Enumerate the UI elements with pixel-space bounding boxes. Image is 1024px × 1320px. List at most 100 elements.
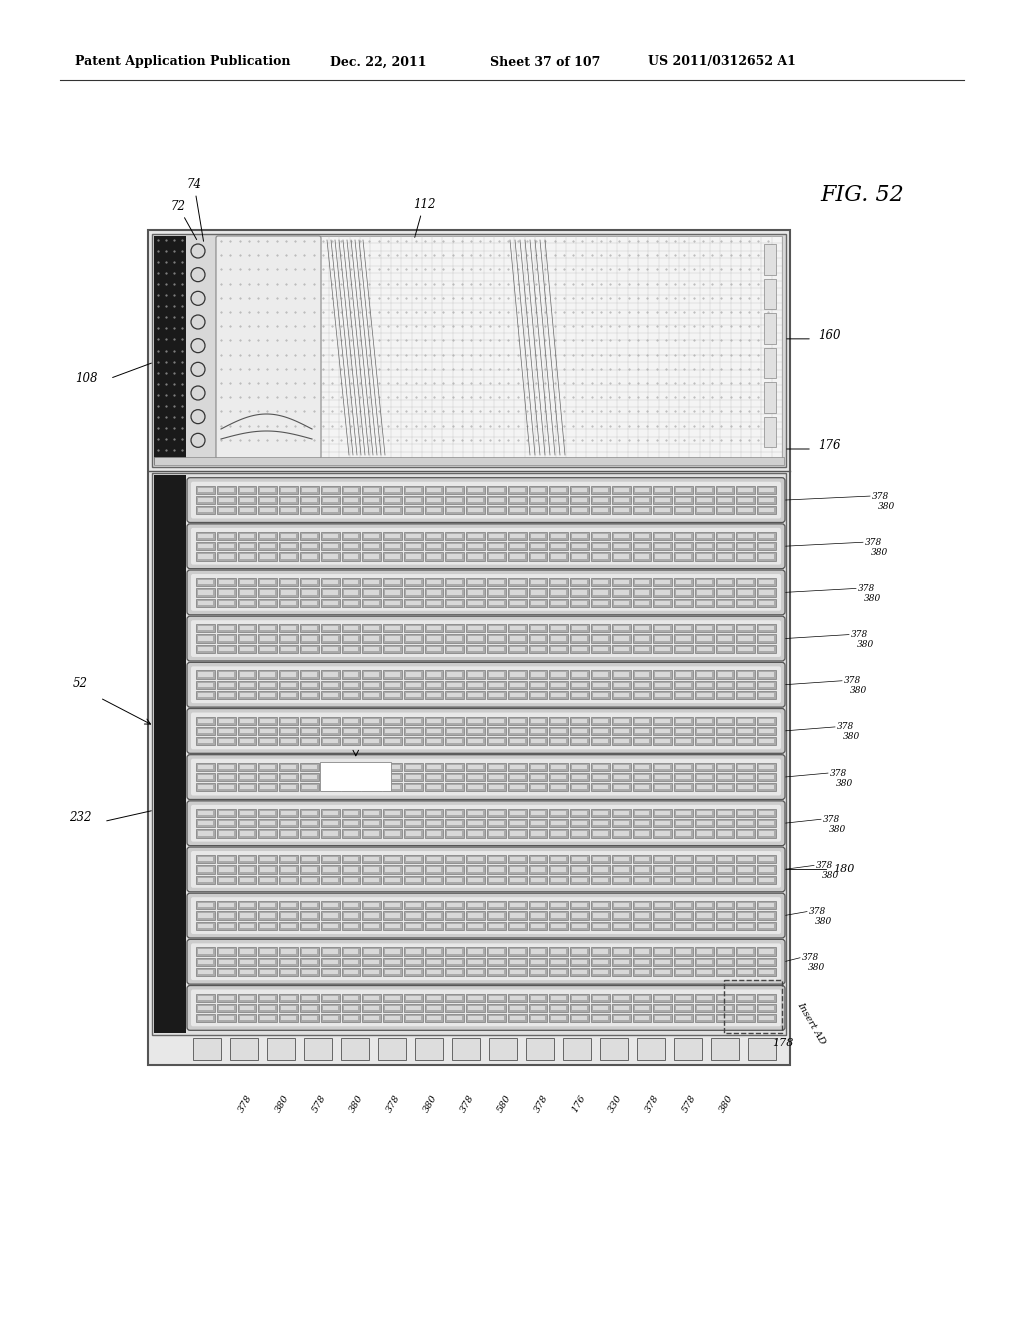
Bar <box>466 866 485 874</box>
Bar <box>427 729 441 733</box>
Bar <box>415 1038 443 1060</box>
Bar <box>198 810 213 816</box>
Bar <box>280 820 298 828</box>
Bar <box>611 968 631 977</box>
Bar <box>217 994 236 1002</box>
Bar <box>528 635 548 643</box>
Text: Insert AD: Insert AD <box>795 1001 826 1045</box>
Bar <box>489 533 504 539</box>
Bar <box>676 960 691 964</box>
Bar <box>427 672 441 677</box>
Bar <box>323 544 338 548</box>
Bar <box>570 783 589 792</box>
Bar <box>655 785 670 789</box>
Bar <box>282 601 296 605</box>
Bar <box>198 682 213 686</box>
Bar <box>240 878 254 882</box>
Bar <box>406 867 421 871</box>
Bar <box>447 857 462 861</box>
Bar <box>260 832 275 836</box>
Bar <box>736 875 756 884</box>
Bar <box>468 903 483 907</box>
Bar <box>570 635 589 643</box>
FancyBboxPatch shape <box>191 990 781 1027</box>
Bar <box>343 960 358 964</box>
Bar <box>260 913 275 917</box>
Bar <box>260 1006 275 1010</box>
Bar <box>282 647 296 651</box>
Bar <box>530 739 546 743</box>
Bar <box>219 718 233 723</box>
Bar <box>635 739 649 743</box>
Bar <box>572 636 587 640</box>
Bar <box>611 820 631 828</box>
Bar <box>764 279 776 309</box>
Bar <box>635 487 649 492</box>
Bar <box>365 682 379 686</box>
Bar <box>716 957 734 966</box>
Bar <box>736 774 756 781</box>
FancyBboxPatch shape <box>191 620 781 657</box>
Bar <box>362 578 381 586</box>
Bar <box>406 924 421 928</box>
Bar <box>240 544 254 548</box>
Bar <box>676 554 691 558</box>
Bar <box>321 717 340 725</box>
Bar <box>403 532 423 540</box>
Bar <box>468 498 483 502</box>
Bar <box>343 995 358 999</box>
Bar <box>240 949 254 953</box>
Bar <box>447 729 462 733</box>
Bar <box>633 578 651 586</box>
Bar <box>635 913 649 917</box>
Bar <box>282 693 296 697</box>
Bar <box>736 578 756 586</box>
Bar <box>570 866 589 874</box>
Bar <box>280 902 298 909</box>
Bar <box>445 829 464 838</box>
Bar <box>425 855 443 863</box>
Bar <box>198 647 213 651</box>
Bar <box>427 949 441 953</box>
Bar <box>759 857 774 861</box>
Bar <box>323 498 338 502</box>
Bar <box>695 1014 714 1022</box>
Bar <box>445 671 464 678</box>
Bar <box>260 729 275 733</box>
Bar <box>365 739 379 743</box>
Bar <box>510 810 524 816</box>
Bar <box>676 544 691 548</box>
Bar <box>323 508 338 512</box>
Bar <box>635 775 649 779</box>
Bar <box>633 809 651 817</box>
Bar <box>468 995 483 999</box>
Bar <box>653 866 672 874</box>
Bar <box>635 647 649 651</box>
Bar <box>445 994 464 1002</box>
Bar <box>676 590 691 594</box>
Bar <box>635 729 649 733</box>
Bar <box>196 681 215 689</box>
Bar <box>341 635 360 643</box>
Bar <box>343 785 358 789</box>
Bar <box>759 775 774 779</box>
Bar <box>487 543 506 550</box>
Bar <box>655 821 670 825</box>
Bar <box>489 554 504 558</box>
Bar <box>466 968 485 977</box>
Bar <box>427 682 441 686</box>
Bar <box>613 995 629 999</box>
Bar <box>738 857 754 861</box>
Bar <box>551 970 566 974</box>
Bar <box>487 968 506 977</box>
Bar <box>570 774 589 781</box>
Bar <box>238 506 256 515</box>
Bar <box>321 855 340 863</box>
Bar <box>570 578 589 586</box>
Bar <box>217 855 236 863</box>
Bar <box>445 496 464 504</box>
Bar <box>570 644 589 653</box>
Bar <box>196 855 215 863</box>
Bar <box>362 911 381 920</box>
Bar <box>611 690 631 700</box>
